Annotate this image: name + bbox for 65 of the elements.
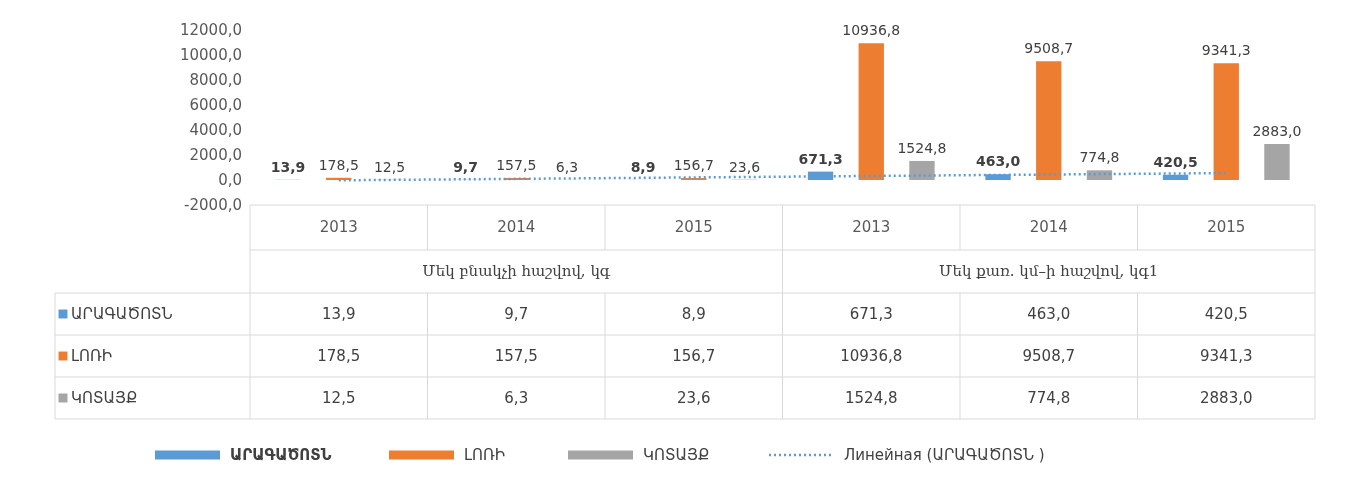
bar [1036,61,1062,180]
legend-label: ԼՈՌԻ [464,446,506,464]
data-label: 9,7 [504,305,529,323]
text: 157,5 [496,157,537,174]
y-tick-label: 10000,0 [179,46,242,64]
data-label: 157,5 [494,347,538,365]
text: 463,0 [975,153,1021,170]
text: 420,5 [1153,153,1198,170]
data-label: 9341,3 [1200,347,1253,365]
text: 2883,0 [1252,122,1302,139]
data-label: 13,9 [322,305,356,323]
x-tick-label: 2013 [852,218,891,236]
text: ԱՐԱԳԱԾՈՏՆ [230,446,332,464]
text: 9341,3 [1201,42,1251,59]
text: 13,9 [270,158,306,175]
y-tick-label: 2000,0 [189,146,242,164]
data-label: 420,5 [1204,305,1248,323]
text: 156,7 [673,157,714,174]
data-label: 12,5 [322,389,356,407]
x-tick-label: 2014 [1029,218,1068,236]
bar [1213,63,1239,180]
data-label: 463,0 [1027,305,1071,323]
x-tick-label: 2015 [1207,218,1246,236]
data-label: 1524,8 [845,389,898,407]
data-label: 178,5 [317,347,361,365]
text: 12,5 [373,158,406,175]
text: Մեկ բնակչի հաշվով, կգ [422,262,611,280]
text: 178,5 [318,156,359,173]
data-label: 8,9 [681,305,706,323]
y-tick-label: 0,0 [218,171,242,189]
text: 774,8 [1079,149,1120,166]
text: Մեկ քառ. կմ–ի հաշվով, կգ1 [939,262,1159,280]
text: 9508,7 [1024,40,1074,57]
data-label: 156,7 [672,347,716,365]
data-label: 774,8 [1027,389,1071,407]
bar [1086,170,1113,180]
bar [909,160,935,180]
y-tick-label: 12000,0 [179,21,242,39]
y-tick-label: 4000,0 [189,121,242,139]
x-tick-label: 2014 [497,218,536,236]
x-tick-label: 2013 [319,218,358,236]
legend-label: ԱՐԱԳԱԾՈՏՆ [71,305,173,323]
text: 9,7 [453,158,478,175]
data-label: 2883,0 [1200,389,1253,407]
text: 8,9 [630,158,656,175]
text: 23,6 [728,158,761,175]
legend-label: Линейная (ԱՐԱԳԱԾՈՏՆ ) [844,446,1045,464]
y-tick-label: 6000,0 [189,96,242,114]
text: 6,3 [555,158,579,175]
data-label: 23,6 [677,389,711,407]
text: 1524,8 [897,139,947,156]
data-label: 6,3 [504,389,529,407]
y-tick-label: 8000,0 [189,71,242,89]
text: ԿՈՏԱՅՔ [71,389,138,407]
text: ԼՈՌԻ [71,347,113,365]
text: 10936,8 [842,22,901,39]
data-label: 10936,8 [840,347,903,365]
text: 671,3 [798,150,843,167]
x-tick-label: 2015 [674,218,713,236]
bar [1264,143,1290,180]
data-label: 671,3 [849,305,893,323]
legend-label: ԿՈՏԱՅՔ [643,446,710,464]
y-tick-label: -2000,0 [184,196,242,214]
data-label: 9508,7 [1022,347,1075,365]
bar [858,43,884,180]
